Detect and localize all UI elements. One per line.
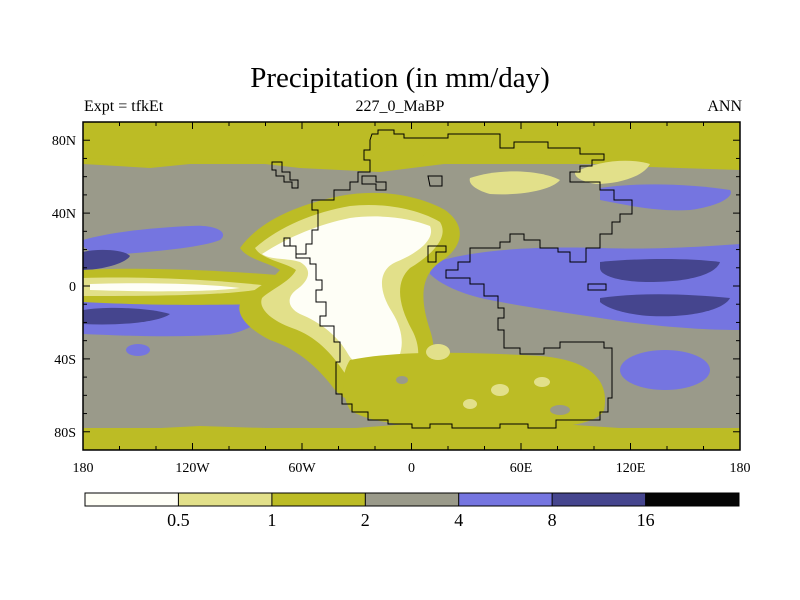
field-south-patch-b — [491, 384, 509, 396]
y-tick-label: 80N — [52, 134, 76, 149]
y-tick-label: 40N — [52, 207, 76, 222]
colorbar-box — [178, 493, 272, 506]
colorbar-label: 2 — [361, 510, 370, 530]
coastline-island-ne — [427, 175, 443, 187]
x-axis-labels: 180 120W 60W 0 60E 120E 180 — [73, 461, 751, 476]
y-tick-label: 0 — [69, 280, 76, 295]
field-north-dry-b — [574, 160, 650, 184]
colorbar-label: 4 — [454, 510, 463, 530]
axis-ticks — [82, 121, 741, 451]
field-equatorial-very-wet-south — [600, 294, 730, 317]
field-east-wet — [600, 184, 731, 211]
y-tick-label: 40S — [54, 353, 76, 368]
field-southwest-wet — [83, 298, 261, 337]
colorbar-label: 8 — [548, 510, 557, 530]
field-north-pacific-wet — [83, 225, 224, 256]
field-small-wet-a — [126, 344, 150, 356]
colorbar-box — [271, 493, 366, 506]
coastline-inland-sea — [427, 245, 447, 263]
coastline-layer — [271, 129, 633, 429]
colorbar: 0.5 1 2 4 8 16 — [84, 492, 740, 530]
colorbar-box — [458, 493, 553, 506]
y-tick-label: 80S — [54, 426, 76, 441]
x-tick-label: 180 — [730, 461, 751, 476]
field-southwest-very-wet — [83, 307, 170, 325]
field-south-band-edge — [83, 420, 740, 450]
x-tick-label: 120W — [175, 461, 210, 476]
field-south-patch-f — [550, 405, 570, 415]
coastline-island-nw — [271, 161, 299, 189]
coastline-island-n — [361, 175, 387, 191]
colorbar-label: 1 — [267, 510, 276, 530]
x-tick-label: 0 — [408, 461, 415, 476]
map-fill-layer — [83, 122, 740, 450]
colorbar-label: 0.5 — [167, 510, 190, 530]
field-south-patch-d — [534, 377, 550, 387]
x-tick-label: 60W — [288, 461, 316, 476]
field-south-continent-dry — [343, 352, 606, 429]
x-tick-label: 180 — [73, 461, 94, 476]
colorbar-box — [365, 493, 459, 506]
field-north-dry-a — [469, 171, 560, 195]
colorbar-box — [552, 493, 646, 506]
field-north-dry-c — [379, 141, 430, 166]
y-axis-labels: 80N 40N 0 40S 80S — [52, 134, 76, 441]
coastline-pangea — [283, 129, 633, 429]
field-south-patch-e — [396, 376, 408, 384]
colorbar-box — [645, 493, 739, 506]
colorbar-frame — [84, 492, 740, 507]
field-north-pacific-very-wet — [83, 249, 130, 270]
map-title: Precipitation (in mm/day) — [250, 62, 550, 94]
field-south-patch-c — [463, 399, 477, 409]
field-south-patch-a — [426, 344, 450, 360]
field-north-band-edge — [83, 158, 740, 172]
coastline-island-e — [587, 283, 607, 291]
time-label: 227_0_MaBP — [355, 98, 445, 115]
x-tick-label: 60E — [510, 461, 533, 476]
field-continent-driest — [262, 216, 432, 370]
experiment-label: Expt = tfkEt — [84, 98, 164, 115]
field-equatorial-very-wet — [600, 259, 720, 282]
field-equatorial-driest — [90, 283, 240, 292]
x-tick-label: 120E — [616, 461, 646, 476]
season-label: ANN — [707, 98, 742, 115]
colorbar-label: 16 — [637, 510, 655, 530]
field-southeast-wet — [620, 350, 710, 390]
